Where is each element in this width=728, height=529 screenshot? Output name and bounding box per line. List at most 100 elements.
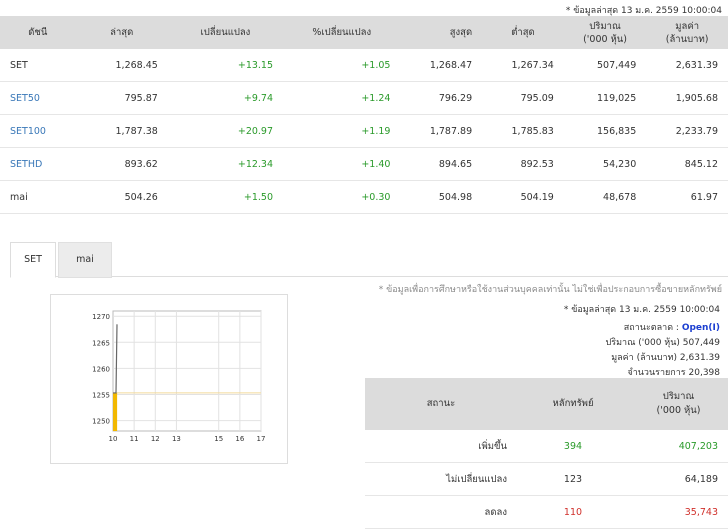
index-volume: 156,835 <box>563 114 647 148</box>
index-pct: +1.24 <box>283 81 401 115</box>
index-value: 61.97 <box>646 180 728 214</box>
index-line <box>113 324 118 394</box>
index-last: 1,787.38 <box>75 114 168 148</box>
market-volume-label: ปริมาณ ('000 หุ้น) <box>605 338 680 348</box>
index-high: 504.98 <box>400 180 483 214</box>
breadth-volume: 64,189 <box>629 462 728 496</box>
col-pct-change: %เปลี่ยนแปลง <box>283 16 401 49</box>
index-link-set50[interactable]: SET50 <box>0 81 76 115</box>
index-value: 2,233.79 <box>646 114 728 148</box>
index-pct: +1.05 <box>283 49 401 82</box>
market-deals-value: 20,398 <box>688 368 721 378</box>
breadth-status: เพิ่มขึ้น <box>365 430 517 463</box>
index-change: +12.34 <box>167 147 284 181</box>
x-tick-label: 10 <box>109 435 118 443</box>
market-tabs: SET mai <box>10 242 728 278</box>
index-row-set100[interactable]: SET100 1,787.38 +20.97 +1.19 1,787.89 1,… <box>0 114 728 148</box>
market-update-timestamp: * ข้อมูลล่าสุด 13 ม.ค. 2559 10:00:04 <box>563 305 720 315</box>
market-deals-label: จำนวนรายการ <box>627 368 686 378</box>
breadth-row-unchanged: ไม่เปลี่ยนแปลง 123 64,189 <box>365 462 728 496</box>
index-last: 795.87 <box>75 81 168 115</box>
x-tick-label: 12 <box>151 435 160 443</box>
index-low: 1,267.34 <box>482 49 564 82</box>
breadth-row-advance: เพิ่มขึ้น 394 407,203 <box>365 430 728 463</box>
x-tick-label: 17 <box>257 435 266 443</box>
plot-area <box>112 310 262 432</box>
index-name: SET <box>0 49 76 82</box>
intraday-chart-svg: 10 11 12 13 15 16 17 1270 1265 1260 1255 1250 <box>92 310 266 443</box>
breadth-table: สถานะ หลักทรัพย์ ปริมาณ ('000 หุ้น) เพิ่… <box>365 378 728 529</box>
index-low: 504.19 <box>482 180 564 214</box>
breadth-table-header: สถานะ หลักทรัพย์ ปริมาณ ('000 หุ้น) <box>365 378 728 430</box>
index-row-mai[interactable]: mai 504.26 +1.50 +0.30 504.98 504.19 48,… <box>0 180 728 214</box>
market-deals: จำนวนรายการ 20,398 <box>627 365 720 379</box>
index-high: 796.29 <box>400 81 483 115</box>
index-table-header: ดัชนี ล่าสุด เปลี่ยนแปลง %เปลี่ยนแปลง สู… <box>0 16 728 49</box>
index-change: +9.74 <box>167 81 284 115</box>
breadth-count: 394 <box>517 430 629 463</box>
market-status-label: สถานะตลาด : <box>623 323 679 333</box>
breadth-count: 110 <box>517 495 629 529</box>
index-link-sethd[interactable]: SETHD <box>0 147 76 181</box>
index-name: mai <box>0 180 76 214</box>
index-change: +13.15 <box>167 49 284 82</box>
index-last: 893.62 <box>75 147 168 181</box>
col-change: เปลี่ยนแปลง <box>167 16 284 49</box>
index-link-set100[interactable]: SET100 <box>0 114 76 148</box>
col-securities: หลักทรัพย์ <box>517 378 629 430</box>
index-high: 894.65 <box>400 147 483 181</box>
index-low: 1,785.83 <box>482 114 564 148</box>
breadth-count: 123 <box>517 462 629 496</box>
market-volume: ปริมาณ ('000 หุ้น) 507,449 <box>606 335 720 349</box>
market-value: มูลค่า (ล้านบาท) 2,631.39 <box>611 350 720 364</box>
col-status: สถานะ <box>365 378 517 430</box>
index-last: 1,268.45 <box>75 49 168 82</box>
breadth-status: ไม่เปลี่ยนแปลง <box>365 462 517 496</box>
market-status: สถานะตลาด : Open(I) <box>624 320 720 334</box>
breadth-row-decline: ลดลง 110 35,743 <box>365 495 728 529</box>
tab-mai[interactable]: mai <box>58 242 112 278</box>
update-timestamp: * ข้อมูลล่าสุด 13 ม.ค. 2559 10:00:04 <box>565 6 722 16</box>
index-change: +20.97 <box>167 114 284 148</box>
col-index: ดัชนี <box>0 16 76 49</box>
index-row-set50[interactable]: SET50 795.87 +9.74 +1.24 796.29 795.09 1… <box>0 81 728 115</box>
index-row-sethd[interactable]: SETHD 893.62 +12.34 +1.40 894.65 892.53 … <box>0 147 728 181</box>
x-tick-label: 16 <box>235 435 244 443</box>
index-pct: +0.30 <box>283 180 401 214</box>
market-status-value: Open(I) <box>681 323 720 333</box>
index-high: 1,787.89 <box>400 114 483 148</box>
index-low: 892.53 <box>482 147 564 181</box>
index-last: 504.26 <box>75 180 168 214</box>
disclaimer: * ข้อมูลเพื่อการศึกษาหรือใช้งานส่วนบุคคล… <box>378 285 722 295</box>
y-tick-label: 1250 <box>92 418 110 426</box>
x-tick-label: 11 <box>130 435 139 443</box>
tab-set[interactable]: SET <box>10 242 56 278</box>
market-volume-value: 507,449 <box>682 338 720 348</box>
intraday-chart: 10 11 12 13 15 16 17 1270 1265 1260 1255 1250 <box>50 294 288 464</box>
index-value: 2,631.39 <box>646 49 728 82</box>
x-tick-label: 15 <box>214 435 223 443</box>
index-row-set[interactable]: SET 1,268.45 +13.15 +1.05 1,268.47 1,267… <box>0 49 728 82</box>
index-table: ดัชนี ล่าสุด เปลี่ยนแปลง %เปลี่ยนแปลง สู… <box>0 16 728 214</box>
index-pct: +1.19 <box>283 114 401 148</box>
col-breadth-volume: ปริมาณ ('000 หุ้น) <box>629 378 728 430</box>
index-value: 1,905.68 <box>646 81 728 115</box>
index-high: 1,268.47 <box>400 49 483 82</box>
index-volume: 507,449 <box>563 49 647 82</box>
breadth-volume: 407,203 <box>629 430 728 463</box>
col-last: ล่าสุด <box>75 16 168 49</box>
col-volume: ปริมาณ ('000 หุ้น) <box>563 16 647 49</box>
col-low: ต่ำสุด <box>482 16 564 49</box>
index-pct: +1.40 <box>283 147 401 181</box>
index-low: 795.09 <box>482 81 564 115</box>
market-value-value: 2,631.39 <box>679 353 720 363</box>
index-volume: 54,230 <box>563 147 647 181</box>
index-volume: 119,025 <box>563 81 647 115</box>
market-value-label: มูลค่า (ล้านบาท) <box>611 353 678 363</box>
volume-bar <box>113 392 118 431</box>
index-change: +1.50 <box>167 180 284 214</box>
y-tick-label: 1270 <box>92 313 110 321</box>
index-value: 845.12 <box>646 147 728 181</box>
col-value: มูลค่า (ล้านบาท) <box>646 16 728 49</box>
index-volume: 48,678 <box>563 180 647 214</box>
